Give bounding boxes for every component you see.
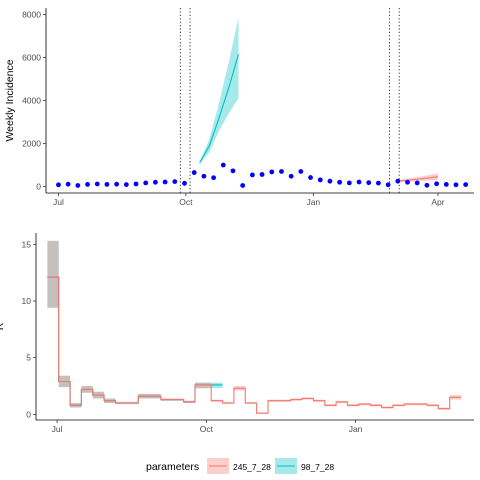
series-line-98-7-28 (199, 54, 240, 164)
x-tick-label: Apr (431, 197, 444, 207)
y-tick-label: 4000 (22, 96, 41, 106)
observed-point (191, 170, 197, 175)
ribbon-245-7-28 (47, 240, 462, 414)
ribbon-98-7-28 (199, 17, 239, 165)
observed-point (414, 180, 420, 186)
observed-point (211, 175, 216, 181)
observed-point (85, 181, 90, 187)
x-tick-label: Oct (200, 424, 214, 434)
observed-point (172, 179, 178, 184)
observed-point (337, 179, 343, 185)
observed-point (182, 180, 187, 186)
legend: parameters 245_7_28 98_7_28 (146, 458, 334, 474)
series-line-245-7-28 (399, 176, 439, 182)
observed-point (385, 182, 391, 188)
observed-point (308, 175, 313, 180)
observed-point (133, 181, 139, 187)
y-tick-label: 0 (26, 409, 31, 419)
incidence-panel: 0 2000 4000 6000 8000 Jul Oct Jan Apr Weekly Inci… (4, 8, 474, 207)
series-line-245-7-28 (47, 276, 461, 414)
observed-point (249, 172, 255, 178)
observed-point (104, 181, 110, 187)
observed-point (356, 179, 362, 185)
legend-label-98-7-28: 98_7_28 (301, 462, 334, 472)
observed-point (376, 180, 381, 186)
observed-point (240, 183, 246, 188)
y-tick-label: 6000 (22, 52, 41, 62)
y-tick-label: 2000 (22, 139, 41, 149)
observed-point (94, 181, 100, 187)
ribbon-98-7-28 (47, 240, 223, 408)
observed-point (434, 181, 440, 187)
observed-point (424, 182, 430, 188)
observed-point (230, 168, 236, 174)
observed-point (317, 177, 323, 183)
x-tick-label: Jul (53, 197, 64, 207)
observed-point (56, 182, 61, 188)
y-tick-label: 8000 (22, 9, 41, 19)
x-tick-label: Oct (179, 197, 193, 207)
x-tick-label: Jan (306, 197, 320, 207)
observed-point (269, 169, 275, 175)
y-tick-label: 15 (22, 239, 32, 249)
observed-point (153, 179, 158, 185)
y-tick-label: 10 (22, 296, 32, 306)
y-tick-label: 5 (26, 353, 31, 363)
observed-point (259, 172, 265, 177)
y-tick-label: 0 (36, 182, 41, 192)
observed-point (453, 182, 459, 188)
observed-point (443, 181, 449, 187)
observed-point (65, 181, 71, 187)
observed-point (279, 169, 284, 174)
observed-point (405, 179, 410, 185)
x-tick-label: Jul (52, 424, 63, 434)
x-tick-label: Jan (349, 424, 363, 434)
y-axis-title: Weekly Incidence (4, 59, 16, 141)
observed-point (75, 183, 81, 188)
observed-point (143, 180, 149, 186)
observed-point (288, 173, 294, 179)
observed-point (298, 169, 304, 174)
observed-point (395, 178, 401, 184)
observed-point (114, 181, 120, 187)
observed-point (162, 179, 168, 185)
observed-point (327, 178, 333, 184)
legend-label-245-7-28: 245_7_28 (233, 462, 271, 472)
observed-point (366, 180, 372, 186)
r-panel: 0 5 10 15 Jul Oct Jan R (0, 233, 474, 434)
observed-point (463, 182, 469, 188)
observed-point (201, 173, 207, 179)
y-axis-title: R (0, 322, 6, 330)
observed-point (346, 180, 352, 186)
observed-point (123, 182, 129, 188)
observed-point (220, 162, 226, 168)
legend-title: parameters (146, 461, 199, 473)
